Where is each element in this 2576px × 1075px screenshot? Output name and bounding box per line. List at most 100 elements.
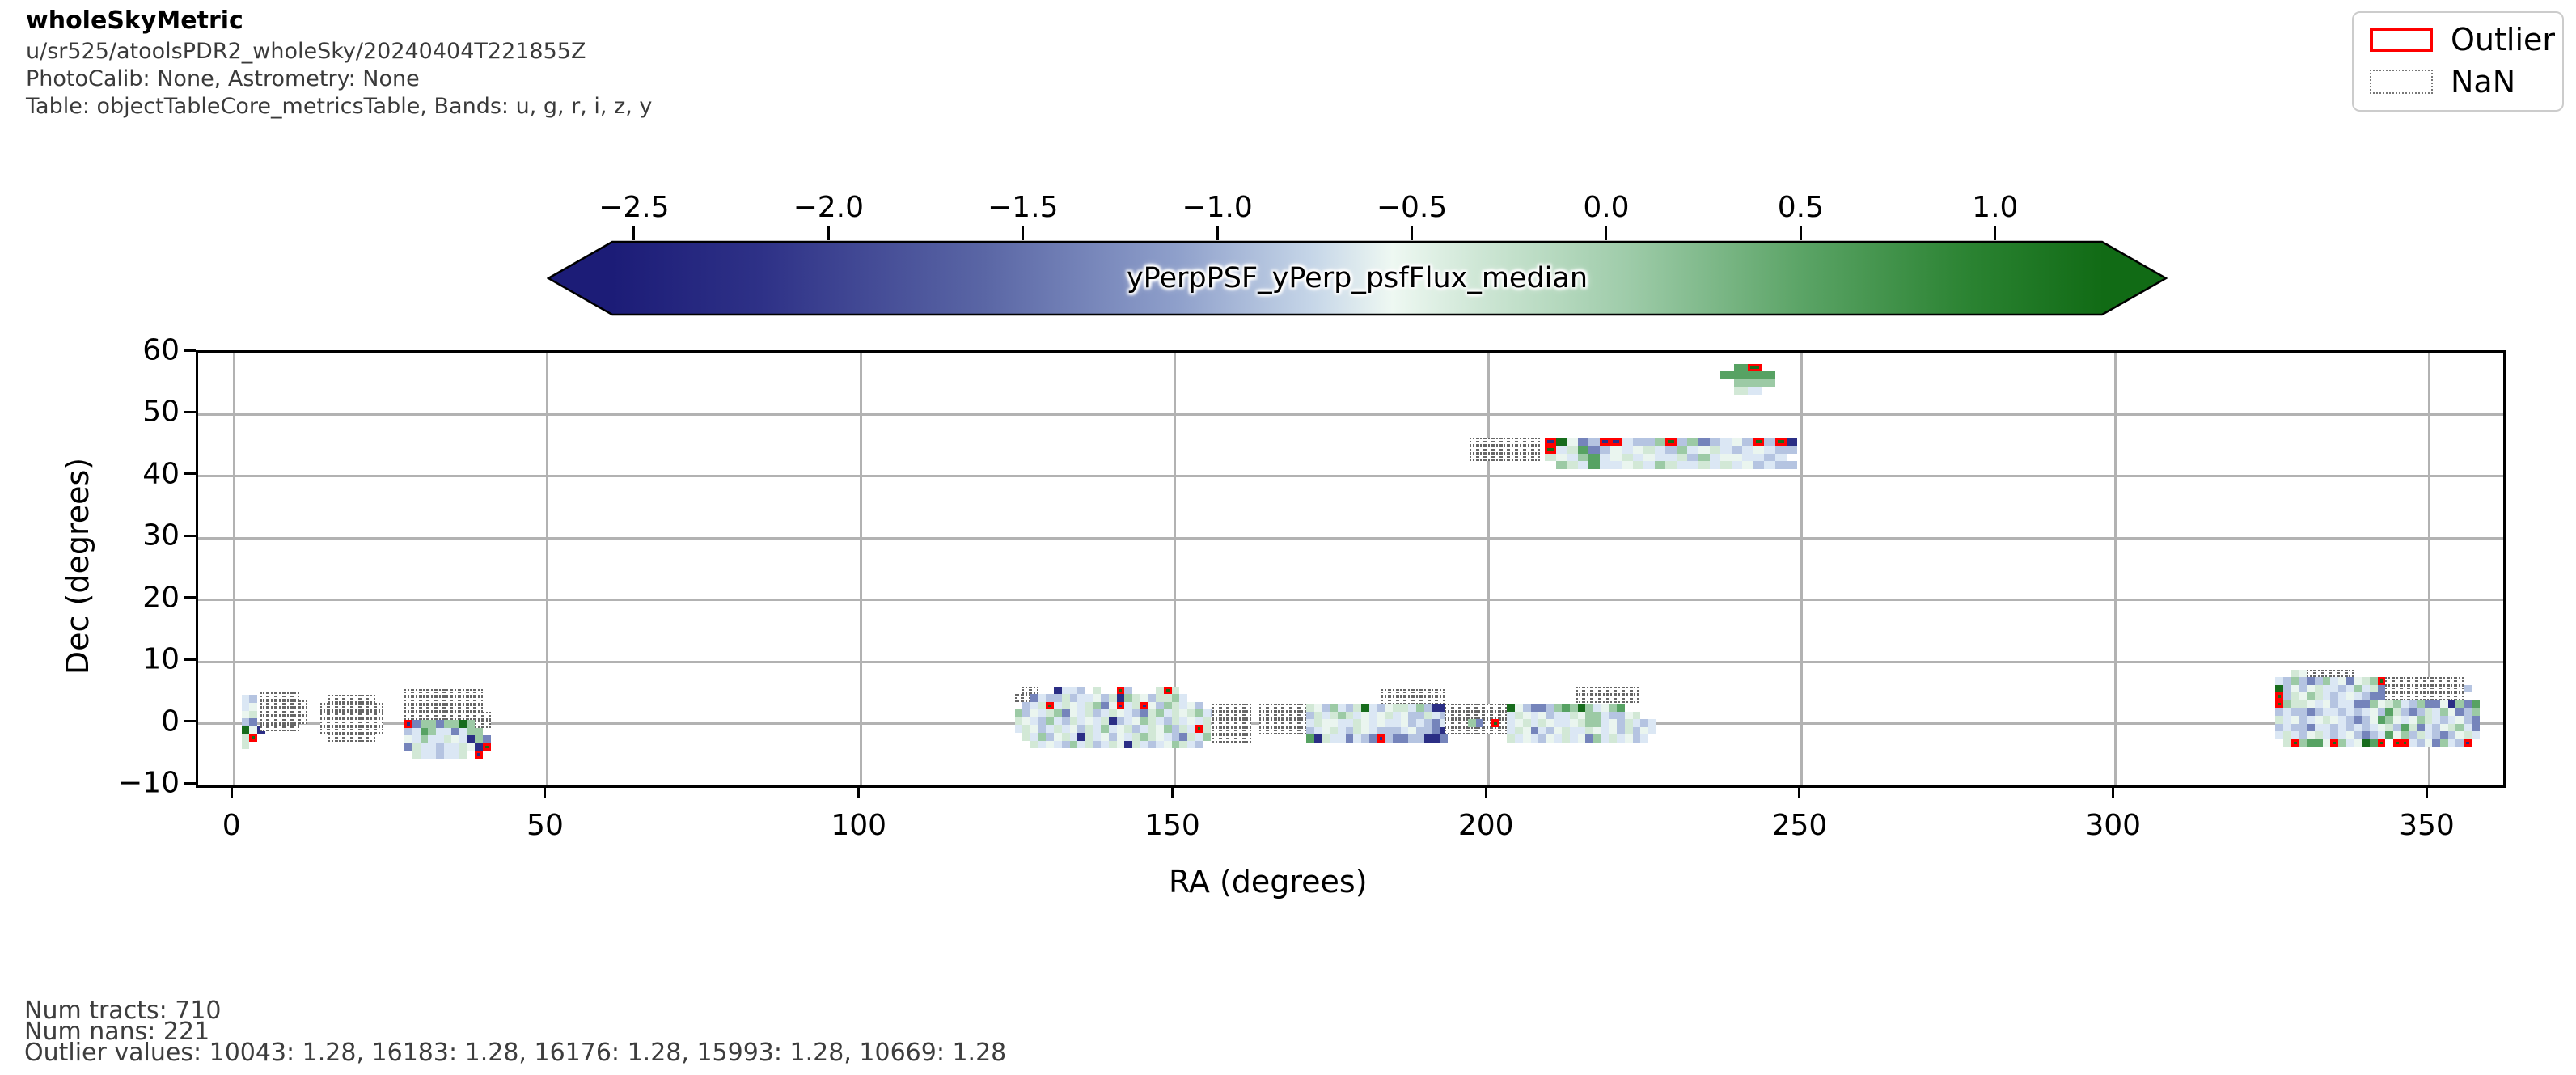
heatmap-cell	[1124, 709, 1133, 717]
nan-cell	[1499, 704, 1508, 712]
heatmap-cell	[451, 735, 459, 743]
heatmap-cell	[1775, 446, 1787, 454]
heatmap-cell	[1163, 717, 1172, 726]
nan-cell	[1516, 453, 1525, 462]
nan-cell	[1500, 453, 1509, 462]
heatmap-cell	[1408, 719, 1417, 727]
heatmap-cell	[2322, 684, 2331, 693]
nan-cell	[2416, 692, 2425, 700]
heatmap-cell	[1353, 734, 1362, 743]
y-tick-mark	[184, 410, 196, 413]
nan-cell	[443, 696, 452, 705]
heatmap-cell	[1054, 733, 1062, 741]
heatmap-cell	[1038, 733, 1047, 741]
heatmap-cell	[1432, 734, 1440, 743]
nan-cell	[1390, 688, 1398, 697]
nan-cell	[1228, 726, 1237, 735]
heatmap-cell	[2299, 700, 2307, 709]
outlier-cell	[1748, 363, 1762, 372]
heatmap-cell	[1522, 734, 1531, 743]
heatmap-cell	[1022, 725, 1031, 734]
x-tick-label: 50	[527, 809, 564, 842]
heatmap-cell	[1775, 461, 1787, 469]
heatmap-cell	[467, 735, 476, 743]
heatmap-cell	[1116, 694, 1125, 702]
x-tick-label: 0	[222, 809, 241, 842]
heatmap-cell	[2440, 700, 2448, 709]
nan-cell	[1420, 696, 1429, 705]
heatmap-cell	[1179, 717, 1187, 726]
colorbar-tick-mark	[1799, 226, 1802, 240]
heatmap-cell	[1156, 740, 1164, 749]
heatmap-cell	[1046, 740, 1055, 749]
heatmap-cell	[1593, 726, 1601, 735]
heatmap-cell	[451, 727, 459, 736]
outlier-cell	[2392, 739, 2401, 747]
heatmap-cell	[2416, 700, 2425, 709]
heatmap-cell	[1116, 740, 1125, 749]
nan-cell	[1405, 688, 1414, 697]
heatmap-cell	[451, 751, 459, 759]
nan-cell	[2409, 684, 2417, 693]
nan-cell	[1491, 726, 1499, 735]
nan-cell	[344, 718, 352, 726]
heatmap-cell	[1148, 717, 1157, 726]
nan-cell	[1413, 688, 1421, 697]
heatmap-cell	[1140, 725, 1148, 734]
heatmap-cell	[2464, 723, 2472, 732]
nan-cell	[1532, 438, 1541, 447]
heatmap-cell	[2290, 708, 2299, 716]
heatmap-cell	[2322, 708, 2331, 716]
nan-cell	[1485, 446, 1494, 454]
heatmap-cell	[1709, 446, 1721, 454]
heatmap-cell	[1093, 740, 1102, 749]
nan-cell	[1485, 438, 1494, 447]
heatmap-cell	[1709, 438, 1721, 447]
heatmap-cell	[1577, 438, 1589, 447]
heatmap-cell	[483, 735, 491, 743]
heatmap-cell	[1069, 733, 1078, 741]
heatmap-cell	[2409, 716, 2417, 724]
nan-cell	[435, 704, 444, 713]
heatmap-cell	[241, 702, 250, 711]
nan-cell	[1477, 438, 1486, 447]
heatmap-cell	[1195, 701, 1203, 710]
heatmap-cell	[1742, 461, 1753, 469]
nan-cell	[1477, 453, 1486, 462]
nan-cell	[1030, 686, 1038, 695]
heatmap-cell	[1555, 453, 1567, 462]
heatmap-cell	[1140, 733, 1148, 741]
heatmap-cell	[1124, 733, 1133, 741]
heatmap-cell	[1507, 719, 1516, 727]
heatmap-cell	[1423, 704, 1432, 712]
heatmap-cell	[2471, 708, 2480, 716]
nan-cell	[2455, 677, 2464, 685]
heatmap-cell	[1109, 694, 1117, 702]
outlier-cell	[2275, 692, 2284, 700]
heatmap-cell	[1377, 704, 1385, 712]
heatmap-cell	[1577, 461, 1589, 469]
heatmap-cell	[1077, 694, 1085, 702]
nan-cell	[276, 723, 284, 732]
heatmap-cell	[1731, 446, 1743, 454]
nan-cell	[443, 704, 452, 713]
nan-cell	[2400, 692, 2409, 700]
heatmap-cell	[1124, 701, 1133, 710]
outlier-cell	[1545, 438, 1556, 447]
heatmap-cell	[1416, 704, 1424, 712]
heatmap-cell	[1054, 717, 1062, 726]
heatmap-cell	[1676, 446, 1688, 454]
heatmap-cell	[2440, 716, 2448, 724]
nan-cell	[1259, 719, 1267, 727]
heatmap-cell	[1507, 726, 1516, 735]
heatmap-cell	[1377, 719, 1385, 727]
nan-cell	[467, 704, 476, 713]
heatmap-cell	[1109, 740, 1117, 749]
nan-cell	[1283, 704, 1291, 712]
nan-cell	[1493, 453, 1501, 462]
nan-cell	[276, 692, 284, 700]
heatmap-cell	[1338, 719, 1346, 727]
heatmap-cell	[2299, 716, 2307, 724]
heatmap-cell	[2369, 723, 2378, 732]
heatmap-cell	[2440, 708, 2448, 716]
